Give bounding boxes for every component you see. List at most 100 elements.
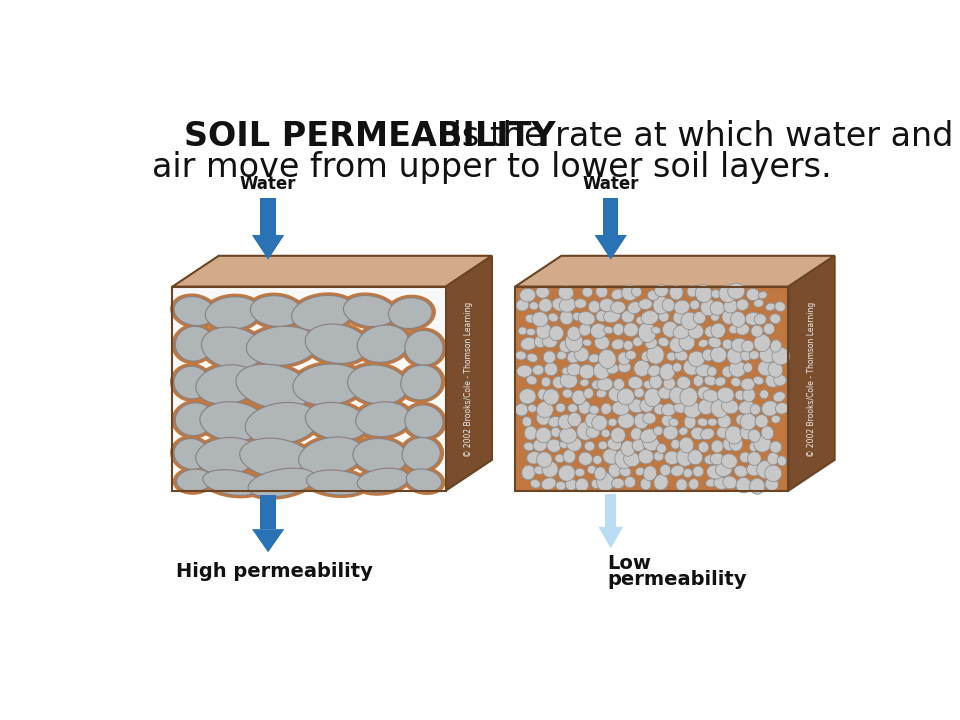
Ellipse shape bbox=[636, 467, 645, 476]
Polygon shape bbox=[516, 256, 834, 287]
Ellipse shape bbox=[772, 347, 789, 365]
Ellipse shape bbox=[645, 338, 658, 348]
Ellipse shape bbox=[548, 313, 559, 322]
Ellipse shape bbox=[344, 295, 396, 327]
Text: High permeability: High permeability bbox=[177, 562, 373, 581]
Ellipse shape bbox=[519, 289, 536, 302]
Ellipse shape bbox=[567, 413, 582, 427]
Ellipse shape bbox=[196, 365, 258, 404]
Ellipse shape bbox=[572, 390, 586, 405]
Ellipse shape bbox=[596, 473, 614, 491]
Ellipse shape bbox=[553, 377, 565, 389]
Ellipse shape bbox=[557, 351, 566, 360]
Polygon shape bbox=[252, 235, 284, 260]
Ellipse shape bbox=[697, 418, 708, 426]
Ellipse shape bbox=[563, 389, 572, 398]
Ellipse shape bbox=[698, 441, 708, 453]
Ellipse shape bbox=[551, 427, 561, 437]
Ellipse shape bbox=[658, 387, 673, 399]
Ellipse shape bbox=[357, 468, 409, 492]
Ellipse shape bbox=[601, 403, 612, 415]
Ellipse shape bbox=[543, 351, 556, 364]
Ellipse shape bbox=[351, 399, 414, 440]
Ellipse shape bbox=[522, 417, 532, 427]
Ellipse shape bbox=[669, 285, 683, 300]
Ellipse shape bbox=[541, 377, 551, 387]
Ellipse shape bbox=[632, 439, 645, 451]
Ellipse shape bbox=[717, 387, 734, 402]
Ellipse shape bbox=[651, 327, 660, 334]
Ellipse shape bbox=[613, 379, 624, 390]
Polygon shape bbox=[516, 287, 788, 490]
Ellipse shape bbox=[344, 362, 411, 408]
Ellipse shape bbox=[588, 465, 596, 474]
Ellipse shape bbox=[355, 402, 410, 436]
Ellipse shape bbox=[604, 309, 621, 323]
Ellipse shape bbox=[662, 321, 678, 338]
Ellipse shape bbox=[241, 400, 323, 447]
Ellipse shape bbox=[766, 303, 775, 311]
Ellipse shape bbox=[601, 429, 611, 438]
Ellipse shape bbox=[590, 323, 607, 338]
Ellipse shape bbox=[632, 287, 641, 297]
Ellipse shape bbox=[577, 422, 594, 440]
Ellipse shape bbox=[567, 326, 581, 341]
Ellipse shape bbox=[742, 341, 754, 352]
Bar bbox=[603, 198, 618, 235]
Ellipse shape bbox=[674, 402, 687, 413]
Ellipse shape bbox=[608, 418, 617, 426]
Ellipse shape bbox=[537, 452, 552, 467]
Ellipse shape bbox=[711, 440, 723, 453]
Ellipse shape bbox=[526, 328, 536, 336]
Ellipse shape bbox=[305, 324, 368, 364]
Ellipse shape bbox=[556, 482, 566, 490]
Ellipse shape bbox=[556, 403, 565, 413]
Ellipse shape bbox=[765, 465, 781, 482]
Ellipse shape bbox=[701, 299, 716, 316]
Ellipse shape bbox=[173, 466, 216, 495]
Ellipse shape bbox=[643, 381, 653, 389]
Ellipse shape bbox=[636, 316, 645, 324]
Ellipse shape bbox=[770, 340, 781, 352]
Ellipse shape bbox=[614, 449, 633, 469]
Ellipse shape bbox=[643, 413, 656, 424]
Ellipse shape bbox=[544, 363, 558, 376]
Ellipse shape bbox=[591, 415, 608, 431]
Ellipse shape bbox=[353, 322, 413, 366]
Ellipse shape bbox=[612, 339, 624, 350]
Ellipse shape bbox=[655, 284, 668, 297]
Ellipse shape bbox=[681, 312, 698, 330]
Ellipse shape bbox=[292, 295, 354, 331]
Ellipse shape bbox=[555, 454, 564, 463]
Ellipse shape bbox=[174, 366, 209, 399]
Ellipse shape bbox=[537, 402, 553, 418]
Ellipse shape bbox=[717, 426, 731, 438]
Ellipse shape bbox=[676, 479, 687, 491]
Ellipse shape bbox=[567, 351, 581, 363]
Ellipse shape bbox=[559, 465, 575, 481]
Ellipse shape bbox=[624, 323, 638, 337]
Ellipse shape bbox=[684, 415, 696, 428]
Ellipse shape bbox=[243, 323, 321, 369]
Ellipse shape bbox=[750, 404, 760, 415]
Ellipse shape bbox=[579, 364, 594, 379]
Ellipse shape bbox=[755, 314, 766, 325]
Ellipse shape bbox=[679, 334, 695, 351]
Ellipse shape bbox=[644, 388, 660, 407]
Ellipse shape bbox=[727, 347, 743, 364]
Ellipse shape bbox=[675, 351, 687, 361]
Ellipse shape bbox=[748, 451, 761, 465]
Ellipse shape bbox=[572, 312, 583, 321]
Ellipse shape bbox=[588, 301, 600, 313]
Ellipse shape bbox=[236, 435, 317, 481]
Ellipse shape bbox=[591, 380, 602, 390]
Ellipse shape bbox=[609, 387, 624, 402]
Ellipse shape bbox=[526, 376, 537, 384]
Ellipse shape bbox=[582, 287, 592, 297]
Ellipse shape bbox=[745, 312, 761, 325]
Ellipse shape bbox=[688, 351, 705, 366]
Ellipse shape bbox=[723, 476, 737, 489]
Ellipse shape bbox=[295, 434, 368, 478]
Ellipse shape bbox=[663, 426, 678, 440]
Ellipse shape bbox=[735, 390, 746, 400]
